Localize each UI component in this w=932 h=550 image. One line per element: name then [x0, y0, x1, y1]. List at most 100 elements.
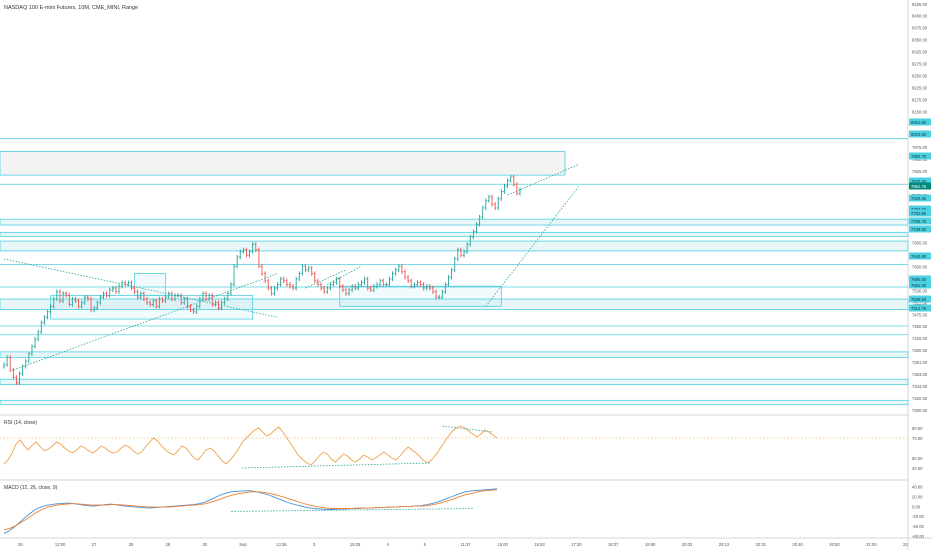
- price-tick-label: 8375.00: [912, 26, 928, 31]
- price-tag-label: 7925.00: [911, 179, 927, 184]
- time-tick-label: 15:00: [497, 542, 508, 547]
- time-tick-label: Sep: [239, 542, 247, 547]
- price-tag-label: 7861.75: [911, 184, 927, 189]
- time-tick-label: 17:30: [571, 542, 582, 547]
- support-resistance-zones: [0, 138, 909, 406]
- time-tick-label: 15:25: [350, 542, 361, 547]
- time-tick-label: 30: [202, 542, 207, 547]
- consolidation-box: [134, 273, 167, 296]
- price-tag-label: 7643.00: [911, 254, 927, 259]
- time-tick-label: 13:36: [276, 542, 287, 547]
- price-tick-label: 7975.00: [912, 145, 928, 150]
- price-tick-label: 7950.00: [912, 157, 928, 162]
- price-tick-label: 7600.00: [912, 265, 928, 270]
- price-trendline: [485, 185, 580, 307]
- grey-zone: [0, 151, 566, 176]
- price-tag-label: 7536.50: [911, 297, 927, 302]
- time-tick-label: 20:03: [682, 542, 693, 547]
- price-tag-label: 7581.00: [911, 283, 927, 288]
- price-tag-bg: [909, 152, 931, 160]
- time-axis[interactable]: 26 12:00 27 28 29 30 Sep 13:36 3 15:25 4 5 11:37 15:0…: [18, 542, 908, 547]
- price-tag-label: 7950.75: [911, 154, 927, 159]
- main-panel-bg: [0, 0, 908, 414]
- rsi-label: RSI (14, close): [4, 420, 37, 426]
- rsi-tick-label: 40.00: [912, 466, 923, 471]
- consolidation-box: [50, 294, 254, 320]
- price-tick-label: 8150.00: [912, 109, 928, 114]
- rsi-axis: 80.00 70.00 50.00 40.00: [912, 426, 923, 471]
- rsi-tick-label: 70.00: [912, 436, 923, 441]
- price-tag-label: 8015.50: [911, 132, 927, 137]
- price-tag-bg: [909, 194, 931, 202]
- price-tag-label: 7782.50: [911, 211, 927, 216]
- time-tick-label: 28: [129, 542, 134, 547]
- time-tick-label: 20:50: [829, 542, 840, 547]
- macd-tick-label: -20.00: [912, 514, 925, 519]
- time-tick-label: 21:00: [866, 542, 877, 547]
- zone-band: [0, 378, 909, 386]
- time-tick-label: 12:00: [55, 542, 66, 547]
- price-tag-bg: [909, 118, 931, 126]
- rsi-trendline: [442, 425, 493, 433]
- time-tick-label: 3: [313, 542, 316, 547]
- price-tick-label: 7400.00: [912, 348, 928, 353]
- macd-trendline: [231, 508, 475, 512]
- consolidation-box: [339, 285, 502, 307]
- zone-band: [0, 231, 909, 237]
- price-tick-label: 8350.00: [912, 38, 928, 43]
- price-tick-label: 8175.00: [912, 97, 928, 102]
- macd-tick-label: 0.00: [912, 504, 921, 509]
- macd-tick-label: -40.00: [912, 524, 925, 529]
- price-tag-label: 8051.50: [911, 120, 927, 125]
- price-tag-label: 7739.50: [911, 227, 927, 232]
- price-tag-bg: [909, 295, 931, 303]
- price-tag-bg: [909, 225, 931, 233]
- price-tick-label: 7344.00: [912, 384, 928, 389]
- price-tag-label: 7595.00: [911, 277, 927, 282]
- price-tick-label: 8275.00: [912, 62, 928, 67]
- macd-tick-label: 20.00: [912, 495, 923, 500]
- macd-indicator: [3, 488, 498, 534]
- price-tick-label: 8400.00: [912, 14, 928, 19]
- price-tick-label: 7536.00: [912, 288, 928, 293]
- price-tag-bg: [909, 275, 931, 283]
- price-trendline: [13, 273, 278, 371]
- price-axis-tags: 8051.508015.507950.757925.007861.757829.…: [909, 118, 931, 312]
- price-tick-label: 8325.00: [912, 50, 928, 55]
- price-tag-bg: [909, 281, 931, 289]
- price-tag-bg: [909, 209, 931, 217]
- zone-band: [0, 399, 909, 406]
- macd-tick-label: 40.00: [912, 485, 923, 490]
- time-tick-label: 4: [387, 542, 390, 547]
- consolidation-boxes: [50, 273, 502, 320]
- time-tick-label: 26: [18, 542, 23, 547]
- price-tick-label: 8425.00: [912, 2, 928, 7]
- price-tag-bg: [909, 182, 931, 190]
- chart-title: NASDAQ 100 E-mini Futures, 10M, CME_MINI…: [4, 5, 138, 11]
- time-tick-label: 19:50: [645, 542, 656, 547]
- time-tick-label: 22: [903, 542, 908, 547]
- price-tick-label: 7512.00: [912, 300, 928, 305]
- price-tag-bg: [909, 252, 931, 260]
- time-tick-label: 27: [92, 542, 97, 547]
- rsi-trendline: [242, 462, 430, 469]
- macd-tick-label: -60.00: [912, 534, 925, 539]
- macd-label: MACD (12, 26, close, 9): [4, 485, 58, 491]
- price-tick-label: 7665.00: [912, 241, 928, 246]
- price-tick-label: 8250.00: [912, 73, 928, 78]
- price-tick-label: 7450.00: [912, 324, 928, 329]
- signal-line: [3, 489, 498, 531]
- time-tick-label: 5: [424, 542, 427, 547]
- zone-band: [0, 218, 909, 226]
- time-tick-label: 20:13: [719, 542, 730, 547]
- zone-band: [0, 298, 909, 310]
- macd-axis: 40.00 20.00 0.00 -20.00 -40.00 -60.00: [912, 485, 925, 539]
- time-tick-label: 20:31: [756, 542, 767, 547]
- time-tick-label: 18:37: [608, 542, 619, 547]
- price-trendline: [305, 269, 347, 289]
- price-trendlines: [3, 163, 580, 371]
- rsi-line: [3, 425, 498, 466]
- price-tick-label: 7300.00: [912, 408, 928, 413]
- rsi-tick-label: 80.00: [912, 426, 923, 431]
